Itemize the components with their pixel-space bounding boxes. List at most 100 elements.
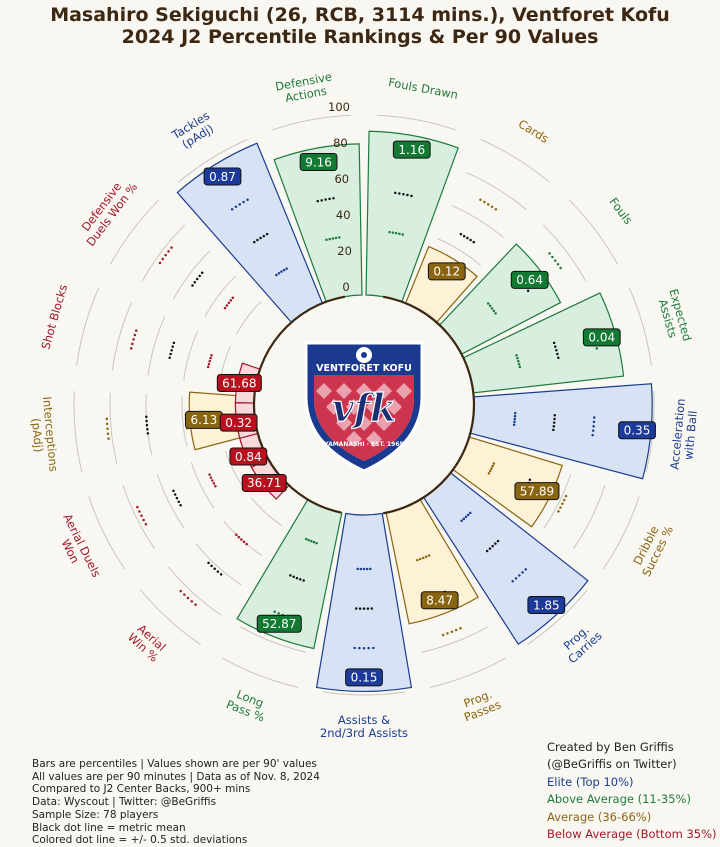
mean-dot <box>553 414 556 417</box>
mean-dot <box>424 555 428 559</box>
metric-label-line: with Ball <box>681 410 699 460</box>
mean-dot <box>332 196 335 200</box>
mean-dot <box>486 302 490 305</box>
chart-title-line1: Masahiro Sekiguchi (26, RCB, 3114 mins.)… <box>50 4 670 26</box>
mean-dot <box>212 482 216 485</box>
mean-dot <box>234 205 238 209</box>
mean-dot <box>193 281 197 284</box>
mean-dot <box>561 502 564 506</box>
mean-dot <box>494 312 497 315</box>
mean-dot <box>552 428 555 432</box>
mean-dot <box>548 252 551 255</box>
mean-dot <box>265 232 269 236</box>
gridline-arc <box>480 139 550 183</box>
mean-dot <box>207 362 211 366</box>
mean-dot <box>312 540 316 544</box>
mean-dot <box>140 514 143 518</box>
mean-dot <box>486 203 490 206</box>
mean-dot <box>168 356 171 359</box>
inner-ring <box>252 295 476 515</box>
mean-dot <box>464 515 468 519</box>
percentile-bar <box>365 130 459 303</box>
chart-notes: Bars are percentiles | Values shown are … <box>32 758 320 847</box>
radial-tick-label: 80 <box>333 136 348 150</box>
gridline-arc <box>111 301 133 371</box>
mean-dot <box>219 573 223 576</box>
gridline-arc <box>527 589 588 645</box>
gridline-arc <box>109 199 160 265</box>
mean-dot <box>552 421 556 424</box>
mean-dot <box>491 464 494 468</box>
mean-dot <box>198 274 201 278</box>
value-label: 0.64 <box>516 273 543 287</box>
mean-dot <box>488 547 492 550</box>
mean-dot <box>175 496 179 500</box>
mean-dot <box>450 630 454 634</box>
mean-dot <box>129 347 133 350</box>
metric-label-line: Shot Blocks <box>38 283 70 351</box>
credit-line: (@BeGriffis on Twitter) <box>547 757 677 772</box>
value-box <box>256 614 302 633</box>
mean-dot <box>367 646 370 650</box>
mean-dot <box>513 411 517 415</box>
mean-dot <box>190 600 194 603</box>
metric-label: Shot Blocks <box>38 283 70 351</box>
radial-tick-labels: 0 20 40 60 80 100 <box>328 100 352 294</box>
note-line: Compared to J2 Center Backs, 900+ mins <box>32 783 251 796</box>
mean-dot <box>138 510 141 513</box>
mean-dot <box>513 414 517 418</box>
value-box <box>299 153 338 172</box>
mean-dot <box>490 467 493 470</box>
mean-dot <box>488 304 492 308</box>
inner-ring-arc <box>382 295 476 515</box>
gridline-arc <box>251 497 282 527</box>
mean-dot <box>514 577 518 580</box>
mean-dot <box>320 199 323 202</box>
mean-dot <box>517 359 520 363</box>
mean-dot <box>460 519 463 522</box>
mean-dot <box>592 420 596 424</box>
legend-and-credit: Created by Ben Griffis (@BeGriffis on Tw… <box>547 739 717 843</box>
mean-dot <box>485 549 489 553</box>
mean-dot <box>285 267 288 270</box>
mean-dot <box>562 498 566 502</box>
mean-dot <box>145 423 149 427</box>
mean-dot <box>105 422 109 426</box>
mean-dot <box>513 420 516 424</box>
gridline-arc <box>543 473 572 529</box>
mean-dot <box>200 271 204 274</box>
mean-dot <box>145 419 148 423</box>
value-label: 6.13 <box>191 413 218 427</box>
metric-label: Accelerationwith Ball <box>667 398 700 472</box>
mean-dot <box>521 571 524 574</box>
mean-dot <box>557 510 560 513</box>
value-label: 1.16 <box>398 143 425 157</box>
metric-label: Fouls Drawn <box>387 75 459 102</box>
value-label: 0.15 <box>351 671 378 685</box>
mean-dot <box>195 277 199 281</box>
mean-dot <box>331 237 335 240</box>
mean-dot <box>231 296 235 300</box>
mean-dot <box>158 261 162 265</box>
value-boxes: 1.16 0.12 0.64 0.04 0.35 57.89 1.85 8.47 0.15 52.… <box>184 140 656 687</box>
mean-dot <box>524 568 528 571</box>
mean-dot <box>359 567 363 571</box>
mean-dot <box>280 270 283 273</box>
value-label: 0.04 <box>588 331 615 345</box>
mean-dot <box>171 345 174 348</box>
legend-elite: Elite (Top 10%) <box>547 774 634 789</box>
value-box <box>229 447 268 466</box>
mean-dot <box>230 208 234 211</box>
mean-dot <box>209 476 213 479</box>
mean-dot <box>211 479 214 482</box>
mean-dot <box>591 433 594 437</box>
note-line: Colored dot line = +/- 0.5 std. deviatio… <box>32 834 248 847</box>
mean-dot <box>172 341 176 345</box>
radial-tick-label: 20 <box>337 244 352 258</box>
gridline-arc <box>542 224 587 283</box>
gridline-arc <box>122 485 156 550</box>
mean-dot <box>516 356 519 360</box>
mean-dot <box>213 567 216 571</box>
metric-label: AerialWin % <box>125 620 170 664</box>
